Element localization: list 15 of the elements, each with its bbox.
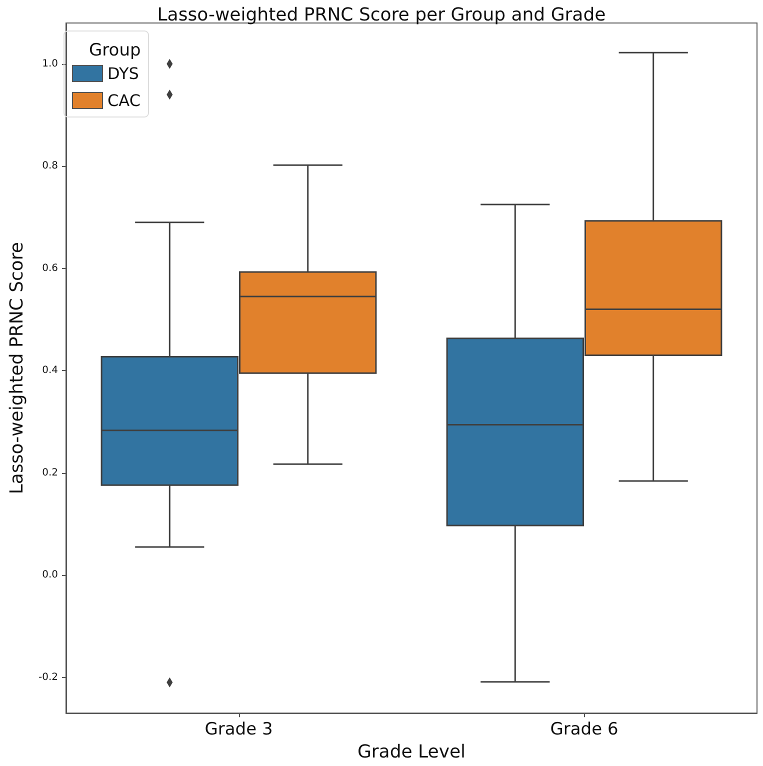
y-tick-label: 0.0 bbox=[42, 570, 58, 581]
y-tick-label: 0.6 bbox=[42, 262, 58, 274]
legend-label: DYS bbox=[108, 64, 139, 83]
y-tick-label: 0.2 bbox=[42, 467, 58, 478]
y-tick-label: 0.4 bbox=[42, 365, 58, 376]
x-axis-title: Grade Level bbox=[357, 742, 466, 762]
y-tick-label: 0.8 bbox=[42, 160, 58, 172]
legend-title: Group bbox=[89, 40, 141, 60]
y-axis-title: Lasso-weighted PRNC Score bbox=[6, 242, 28, 494]
legend-label: CAC bbox=[108, 91, 141, 110]
y-tick-label: -0.2 bbox=[38, 672, 58, 683]
chart-title: Lasso-weighted PRNC Score per Group and Grade bbox=[157, 4, 606, 26]
x-tick-label: Grade 3 bbox=[204, 720, 273, 740]
y-tick-label: 1.0 bbox=[42, 58, 58, 70]
x-tick-label: Grade 6 bbox=[550, 720, 618, 740]
